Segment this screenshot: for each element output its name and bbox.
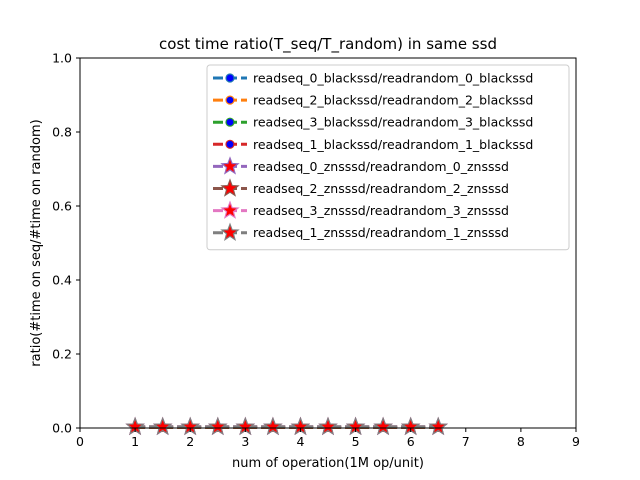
legend-item: readseq_3_znsssd/readrandom_3_znsssd [213, 200, 509, 219]
x-tick-label: 5 [352, 434, 360, 449]
series-7 [125, 416, 448, 436]
legend-label: readseq_3_blackssd/readrandom_3_blackssd [253, 115, 533, 130]
legend-label: readseq_3_znsssd/readrandom_3_znsssd [253, 203, 509, 218]
legend-marker [220, 156, 240, 175]
data-point [428, 416, 448, 436]
legend-marker [220, 178, 240, 197]
x-tick-label: 1 [131, 434, 139, 449]
x-axis-label: num of operation(1M op/unit) [232, 456, 424, 471]
data-point [318, 416, 338, 436]
legend-item: readseq_1_znsssd/readrandom_1_znsssd [213, 222, 509, 241]
data-point [263, 416, 283, 436]
data-point [373, 416, 393, 436]
legend-item: readseq_3_blackssd/readrandom_3_blackssd [213, 115, 533, 130]
y-tick-label: 1.0 [52, 51, 72, 66]
y-tick-label: 0.4 [52, 273, 72, 288]
legend-label: readseq_2_blackssd/readrandom_2_blackssd [253, 93, 533, 108]
legend-item: readseq_2_znsssd/readrandom_2_znsssd [213, 178, 509, 197]
x-tick-label: 3 [241, 434, 249, 449]
y-axis-label: ratio(#time on seq/#time on random) [29, 119, 44, 366]
y-tick-label: 0.2 [52, 347, 72, 362]
series-5 [125, 416, 448, 436]
legend-item: readseq_0_blackssd/readrandom_0_blackssd [213, 71, 533, 86]
legend-label: readseq_1_znsssd/readrandom_1_znsssd [253, 225, 509, 240]
chart-title: cost time ratio(T_seq/T_random) in same … [159, 35, 497, 54]
data-point [152, 416, 173, 436]
x-tick-label: 8 [517, 434, 525, 449]
x-tick-label: 6 [407, 434, 415, 449]
data-point [208, 416, 228, 436]
legend-item: readseq_1_blackssd/readrandom_1_blackssd [213, 137, 533, 152]
y-tick-label: 0.6 [52, 199, 72, 214]
x-tick-label: 4 [296, 434, 304, 449]
legend-marker [225, 95, 235, 105]
x-tick-label: 2 [186, 434, 194, 449]
y-axis-ticks: 0.0 0.2 0.4 0.6 0.8 1.0 [52, 51, 80, 436]
legend-box [206, 64, 570, 251]
x-tick-label: 0 [76, 434, 84, 449]
plot-frame [79, 57, 577, 429]
legend-label: readseq_0_znsssd/readrandom_0_znsssd [253, 159, 509, 174]
x-tick-label: 7 [462, 434, 470, 449]
legend-marker [220, 200, 240, 219]
legend-item: readseq_0_znsssd/readrandom_0_znsssd [213, 156, 509, 175]
legend-label: readseq_2_znsssd/readrandom_2_znsssd [253, 181, 509, 196]
series-layer [125, 416, 448, 436]
x-axis-ticks: 0 1 2 3 4 5 6 7 8 9 [76, 428, 580, 449]
legend-marker [225, 139, 235, 149]
legend-marker [220, 222, 240, 241]
x-tick-label: 9 [572, 434, 580, 449]
series-6 [125, 416, 448, 436]
legend-marker [225, 117, 235, 127]
legend-label: readseq_0_blackssd/readrandom_0_blackssd [253, 71, 533, 86]
legend: readseq_0_blackssd/readrandom_0_blackssd… [206, 64, 570, 251]
legend-label: readseq_1_blackssd/readrandom_1_blackssd [253, 137, 533, 152]
legend-marker [225, 73, 235, 83]
series-4 [125, 416, 448, 436]
legend-item: readseq_2_blackssd/readrandom_2_blackssd [213, 93, 533, 108]
y-tick-label: 0.0 [52, 421, 72, 436]
y-tick-label: 0.8 [52, 125, 72, 140]
